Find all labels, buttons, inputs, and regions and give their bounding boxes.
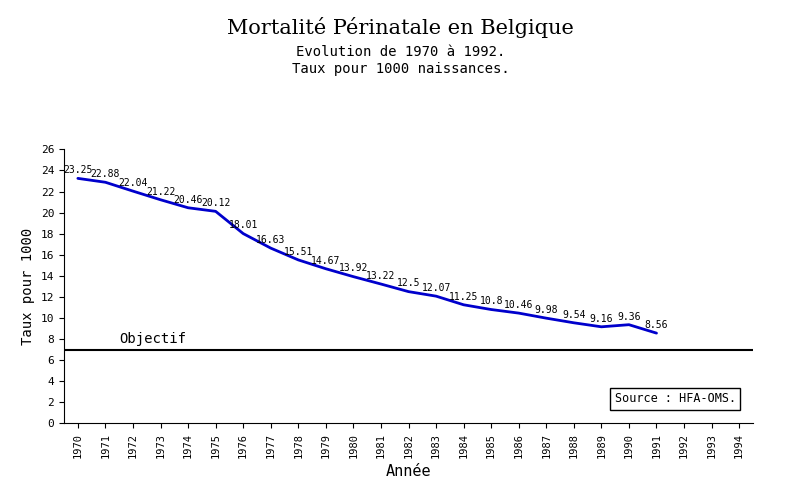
Text: 9.54: 9.54 [562,310,586,320]
Text: 16.63: 16.63 [256,235,285,245]
Text: 13.22: 13.22 [366,271,396,281]
Text: Evolution de 1970 à 1992.: Evolution de 1970 à 1992. [296,45,505,59]
Text: 12.5: 12.5 [396,278,421,288]
Text: 20.46: 20.46 [173,195,203,205]
Text: Objectif: Objectif [119,332,186,347]
Text: 9.36: 9.36 [618,312,641,322]
Text: Taux pour 1000 naissances.: Taux pour 1000 naissances. [292,62,509,76]
Text: 14.67: 14.67 [311,255,340,265]
Text: Source : HFA-OMS.: Source : HFA-OMS. [614,392,735,405]
Text: 15.51: 15.51 [284,247,313,257]
Text: 22.04: 22.04 [119,178,147,188]
Text: 18.01: 18.01 [228,221,258,231]
Text: 10.46: 10.46 [504,300,533,310]
Text: Mortalité Périnatale en Belgique: Mortalité Périnatale en Belgique [227,17,574,38]
Text: 13.92: 13.92 [339,263,368,273]
Text: 11.25: 11.25 [449,292,478,302]
Text: 20.12: 20.12 [201,198,231,208]
Text: 21.22: 21.22 [146,187,175,197]
Text: 10.8: 10.8 [480,296,503,306]
Text: 9.16: 9.16 [590,314,613,324]
Text: 9.98: 9.98 [534,305,558,315]
Text: 22.88: 22.88 [91,169,120,179]
X-axis label: Année: Année [386,464,431,479]
Text: 12.07: 12.07 [421,283,451,293]
Text: 23.25: 23.25 [63,165,93,175]
Y-axis label: Taux pour 1000: Taux pour 1000 [22,228,35,345]
Text: 8.56: 8.56 [645,320,668,330]
